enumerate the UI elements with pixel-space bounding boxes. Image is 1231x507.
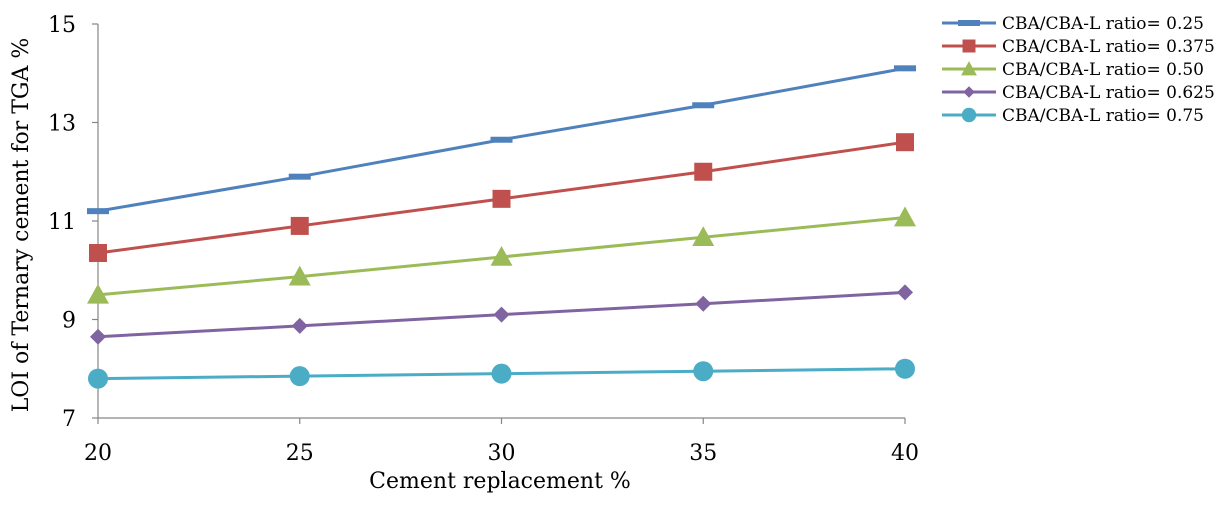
data-point [894,65,916,72]
y-tick-label: 13 [48,112,76,137]
x-tick-label: 20 [84,441,112,466]
data-point [87,283,109,304]
series-2 [89,133,914,263]
data-point [289,366,310,387]
y-tick-label: 7 [62,407,76,432]
x-tick-label: 35 [689,441,717,466]
legend-marker [963,86,975,98]
legend: CBA/CBA-L ratio= 0.25 CBA/CBA-L ratio= 0.… [942,14,1215,126]
data-point [493,306,510,323]
legend-label: CBA/CBA-L ratio= 0.625 [1002,83,1215,103]
legend-label: CBA/CBA-L ratio= 0.75 [1002,106,1204,126]
series-1 [87,65,916,215]
series-5 [88,358,915,389]
x-axis-title: Cement replacement % [369,469,631,494]
y-tick-label: 9 [62,309,76,334]
data-point [692,226,715,247]
x-tick-label: 30 [488,441,516,466]
legend-item: CBA/CBA-L ratio= 0.75 [942,106,1204,126]
data-point [695,295,712,312]
data-point [897,284,913,301]
legend-label: CBA/CBA-L ratio= 0.25 [1002,14,1204,34]
data-point [694,162,713,181]
axes: 7 9 11 13 15 20 25 30 35 40 [48,13,919,466]
data-point [693,361,714,382]
series-layer [87,65,916,389]
data-point [288,265,311,286]
y-axis-title: LOI of Ternary cement for TGA % [9,38,34,413]
legend-marker [961,107,977,123]
data-point [288,173,311,180]
data-point [490,136,513,143]
data-point [492,189,511,208]
data-point [896,133,914,152]
legend-item: CBA/CBA-L ratio= 0.50 [942,60,1204,80]
data-point [88,368,108,389]
legend-item: CBA/CBA-L ratio= 0.375 [942,37,1215,57]
data-point [491,363,512,384]
data-point [692,102,715,109]
legend-item: CBA/CBA-L ratio= 0.25 [942,14,1204,34]
data-point [290,216,309,235]
series-3 [87,206,916,304]
data-point [90,328,106,345]
y-tick-label: 15 [48,13,76,38]
legend-label: CBA/CBA-L ratio= 0.375 [1002,37,1215,57]
data-point [895,358,915,379]
x-tick-label: 40 [891,441,919,466]
data-point [291,317,308,334]
labels-layer: Cement replacement % LOI of Ternary ceme… [9,38,631,494]
data-point [894,206,916,227]
legend-label: CBA/CBA-L ratio= 0.50 [1002,60,1204,80]
legend-item: CBA/CBA-L ratio= 0.625 [942,83,1215,103]
x-tick-label: 25 [286,441,314,466]
legend-marker [958,20,980,26]
data-point [89,244,107,263]
legend-marker [962,39,976,53]
legend-marker [961,61,977,76]
data-point [490,245,513,266]
series-4 [90,284,913,345]
y-tick-label: 11 [48,210,76,235]
data-point [87,208,109,215]
